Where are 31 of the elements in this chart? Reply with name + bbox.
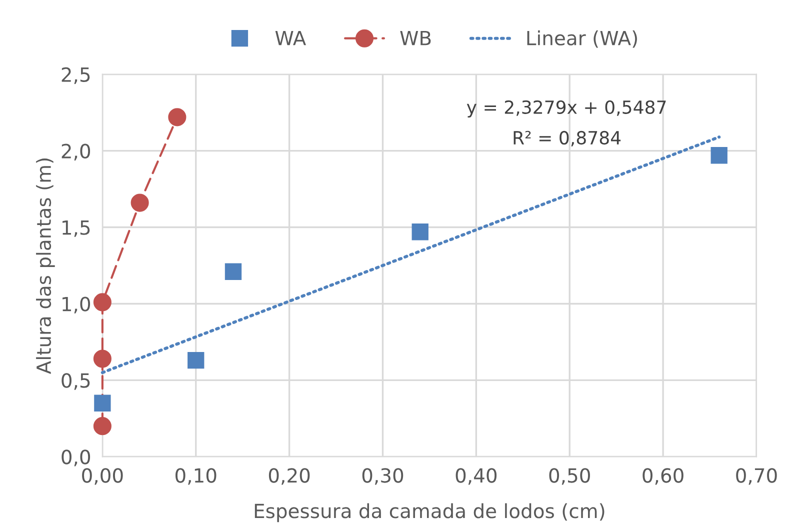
annotation: R² = 0,8784 xyxy=(514,130,621,146)
y-tick-label: 2,0 xyxy=(62,144,90,160)
y-tick-label: 0,5 xyxy=(62,373,90,390)
point xyxy=(93,417,112,436)
x-tick-label: 0,10 xyxy=(176,468,216,485)
y-tick-label: 1,0 xyxy=(62,296,90,314)
x-tick-label: 0,70 xyxy=(736,468,777,485)
legend-label: Linear (WA) xyxy=(527,30,637,48)
x-tick-label: 0,30 xyxy=(362,468,404,485)
point xyxy=(94,394,111,412)
point xyxy=(130,194,149,212)
point xyxy=(188,352,204,369)
legend-label: WA xyxy=(275,30,306,46)
point xyxy=(412,224,428,240)
point xyxy=(93,350,112,368)
point xyxy=(710,147,728,164)
x-axis-title: Espessura da camada de lodos (cm) xyxy=(254,503,604,522)
y-tick-label: 1,5 xyxy=(62,220,90,237)
y-axis-title: Altura das plantas (m) xyxy=(36,158,55,374)
x-tick-label: 0,00 xyxy=(82,468,123,485)
legend-label: WB xyxy=(400,30,431,46)
point xyxy=(224,263,242,280)
y-tick-label: 2,5 xyxy=(62,67,90,84)
point xyxy=(168,108,186,126)
x-tick-label: 0,60 xyxy=(642,468,684,485)
x-tick-label: 0,50 xyxy=(549,468,590,485)
x-tick-label: 0,20 xyxy=(268,468,310,485)
y-tick-label: 0,0 xyxy=(62,450,90,466)
point xyxy=(93,293,112,312)
annotation: y = 2,3279x + 0,5487 xyxy=(466,100,666,118)
x-tick-label: 0,40 xyxy=(456,468,497,485)
